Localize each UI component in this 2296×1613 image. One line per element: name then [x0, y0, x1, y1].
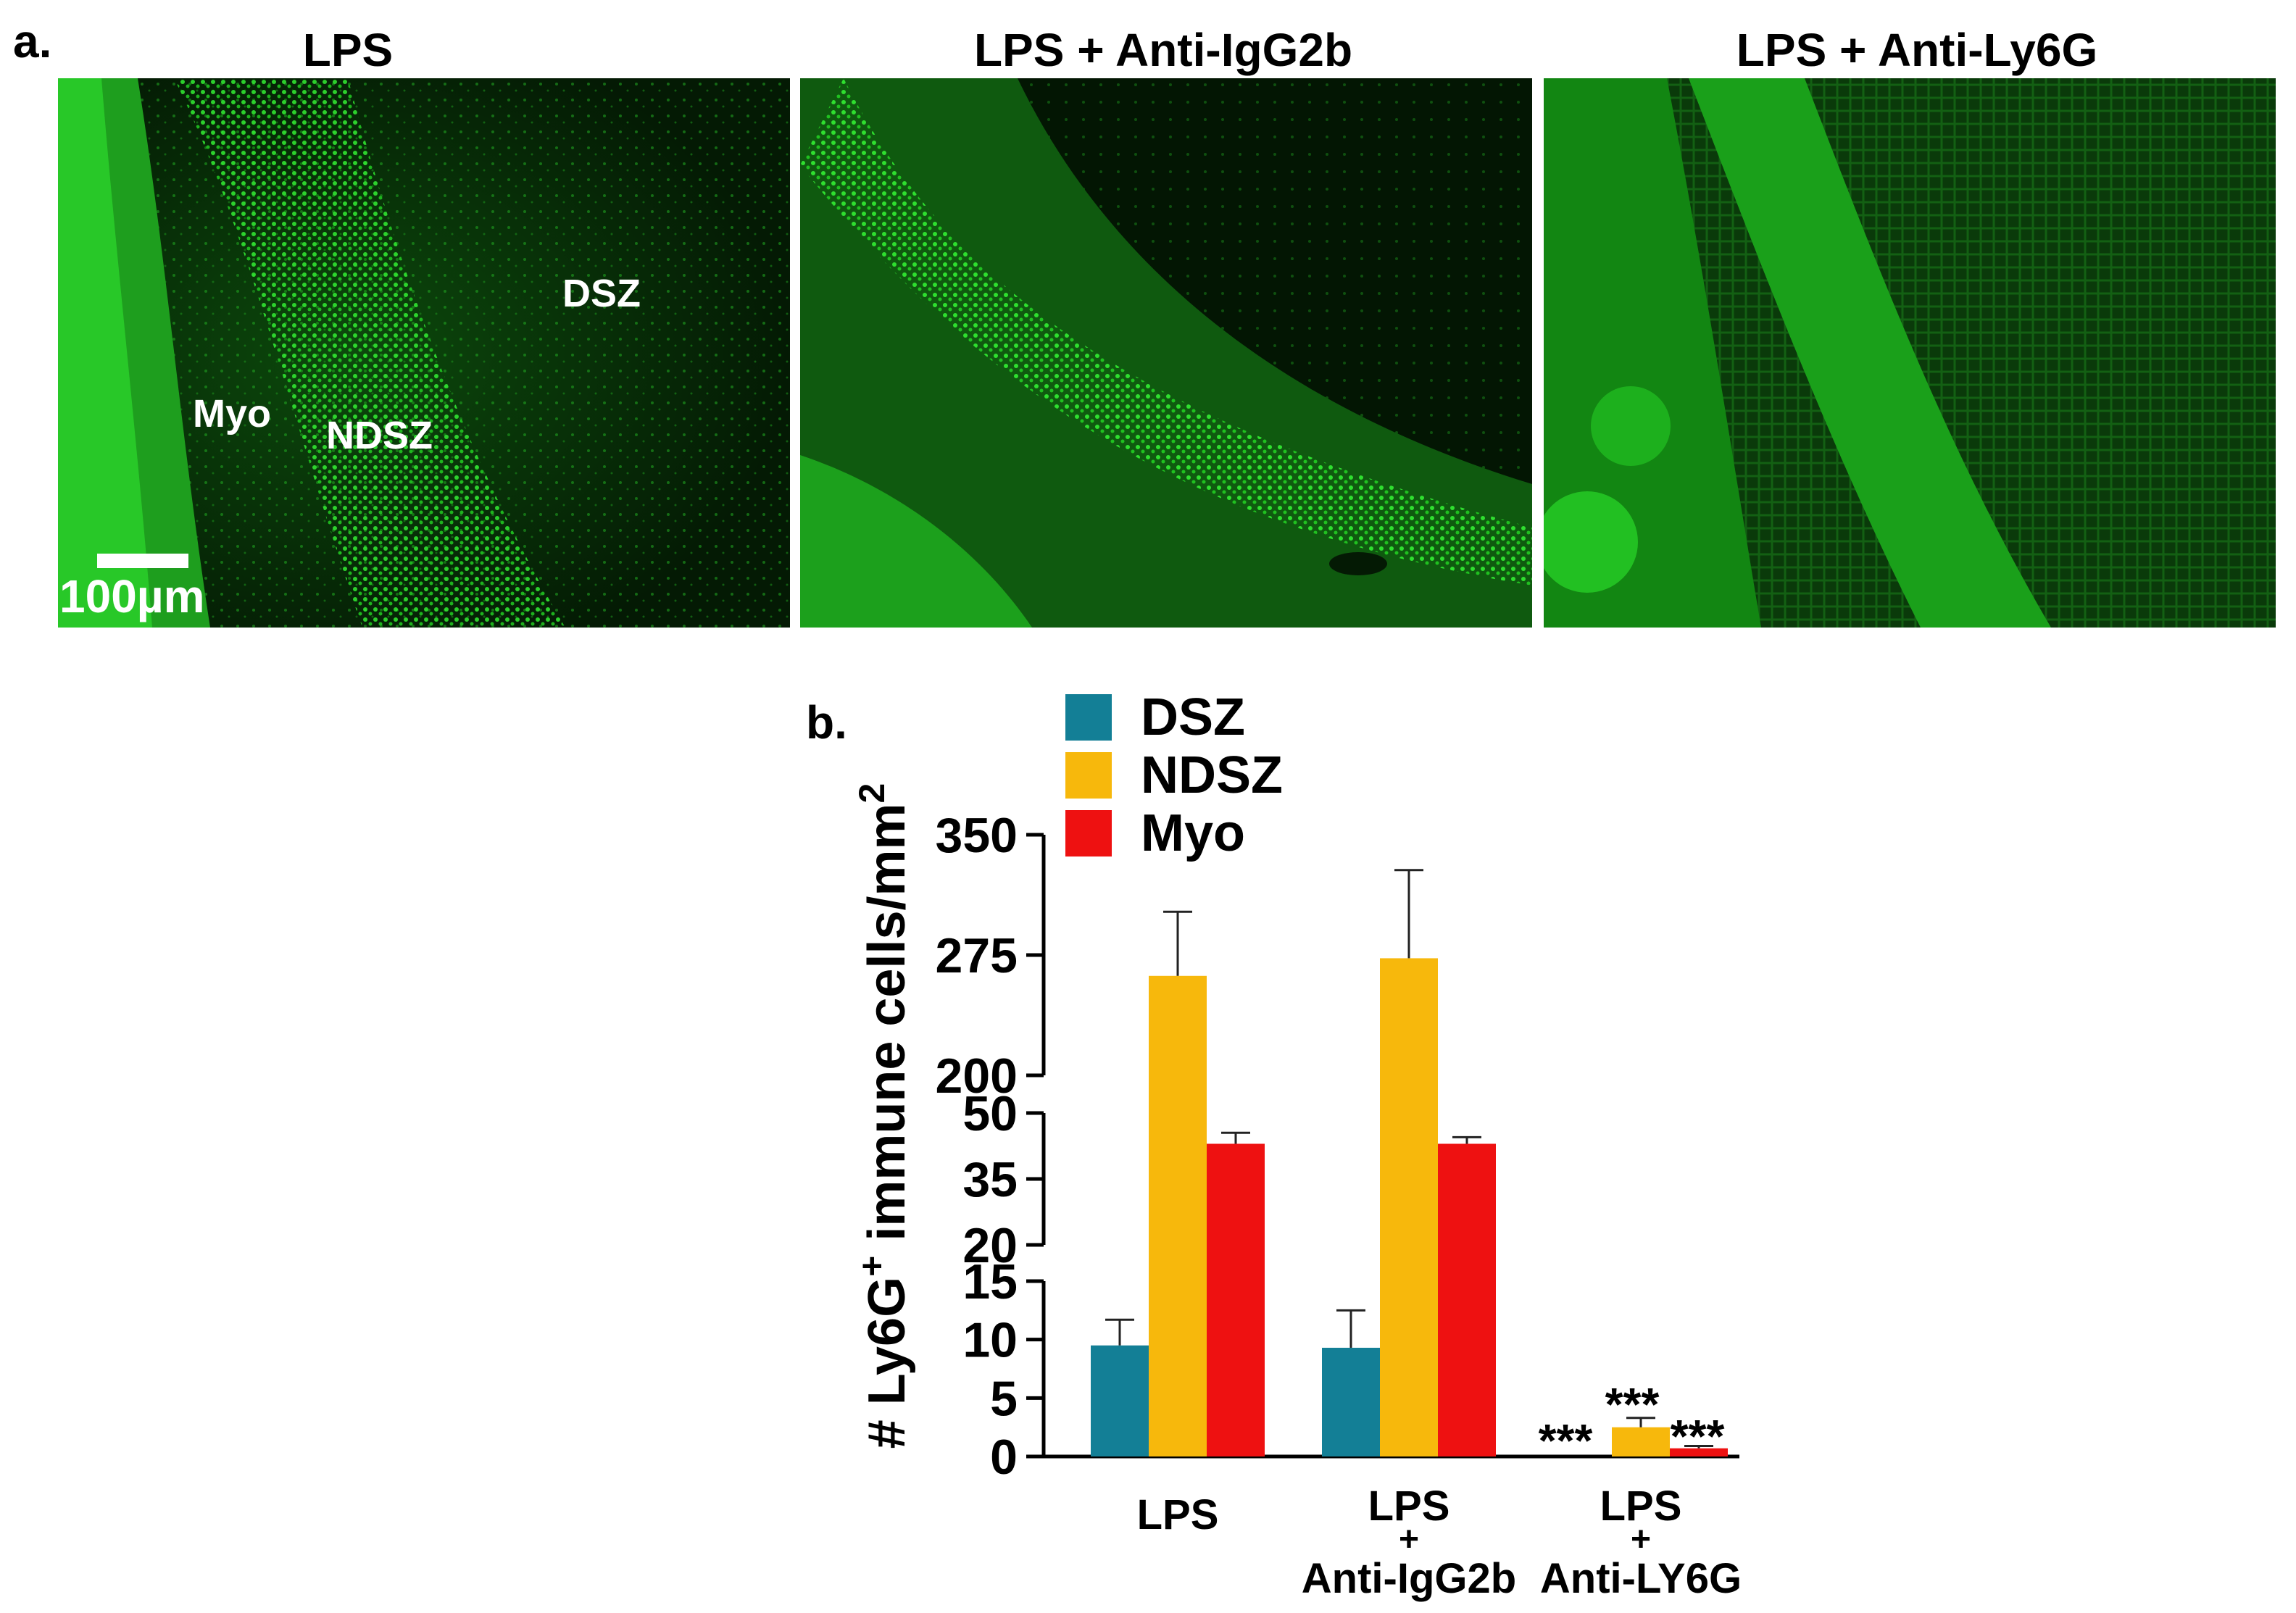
y-tick-label: 275 [936, 928, 1018, 983]
bar-ndsz [1380, 958, 1438, 1456]
bar-ndsz [1149, 975, 1207, 1456]
x-category-label: + [1631, 1520, 1651, 1559]
label-ndsz: NDSZ [326, 414, 433, 457]
y-tick-label: 0 [990, 1430, 1018, 1485]
significance-marker: *** [1539, 1414, 1593, 1467]
x-category-label: LPS [1600, 1483, 1682, 1530]
x-category-label: + [1399, 1520, 1419, 1559]
x-category-label: LPS [1368, 1483, 1450, 1530]
scale-bar-label: 100µm [59, 570, 205, 622]
label-myo: Myo [193, 392, 271, 435]
micrograph-anti-ly6g [1544, 78, 2276, 628]
image-title-anti-ly6g: LPS + Anti-Ly6G [1736, 24, 2098, 76]
micrograph-lps [58, 78, 790, 628]
y-tick-label: 10 [962, 1313, 1018, 1368]
y-tick-label: 20 [962, 1218, 1018, 1273]
x-category-label: Anti-LY6G [1540, 1555, 1742, 1602]
panel-b-letter: b. [806, 696, 847, 749]
image-title-anti-igg2b: LPS + Anti-IgG2b [973, 24, 1353, 76]
legend-label: Myo [1141, 804, 1245, 862]
legend-label: DSZ [1141, 688, 1245, 746]
y-axis-title: # Ly6G+ immune cells/mm2 [852, 783, 916, 1449]
significance-marker: *** [1671, 1410, 1725, 1462]
bar-ndsz [1612, 1427, 1670, 1456]
legend-swatch-myo [1065, 810, 1112, 856]
y-tick-label: 200 [936, 1049, 1018, 1104]
legend-swatch-dsz [1065, 694, 1112, 741]
significance-marker: *** [1605, 1378, 1660, 1430]
x-category-label: Anti-IgG2b [1302, 1555, 1516, 1602]
legend-swatch-ndsz [1065, 752, 1112, 799]
bar-dsz [1091, 1345, 1149, 1456]
y-tick-label: 50 [962, 1086, 1018, 1141]
image-title-lps: LPS [302, 24, 394, 76]
bar-myo [1670, 1448, 1728, 1456]
bar-myo [1207, 1143, 1265, 1456]
legend-label: NDSZ [1141, 746, 1283, 804]
panel-a-letter: a. [13, 15, 52, 67]
label-dsz: DSZ [562, 272, 641, 315]
scale-bar [97, 554, 188, 568]
y-tick-label: 15 [962, 1254, 1018, 1309]
y-tick-label: 35 [962, 1152, 1018, 1207]
bar-myo [1438, 1143, 1496, 1456]
x-category-label: LPS [1137, 1491, 1219, 1538]
y-tick-label: 350 [936, 808, 1018, 863]
bar-dsz [1322, 1347, 1380, 1456]
micrograph-anti-igg2b [800, 78, 1532, 628]
y-tick-label: 5 [990, 1371, 1018, 1426]
